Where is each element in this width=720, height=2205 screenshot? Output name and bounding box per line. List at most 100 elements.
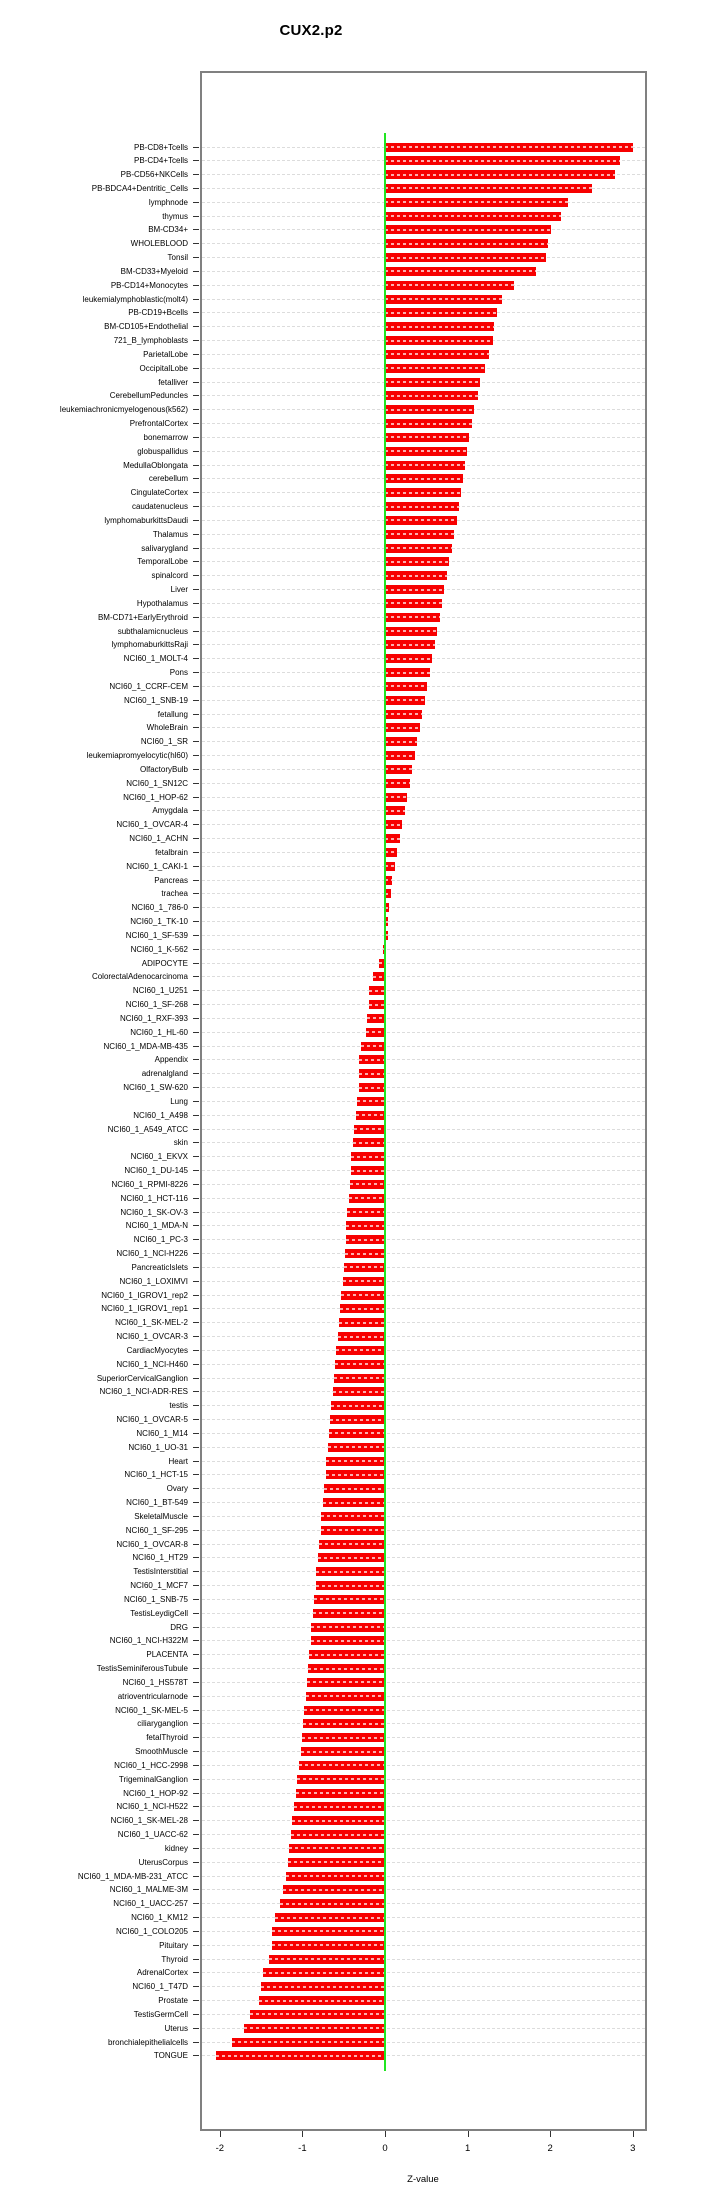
grid-line xyxy=(202,1958,645,1960)
y-tick xyxy=(193,1377,199,1379)
category-label: NCI60_1_KM12 xyxy=(131,1913,188,1923)
bar xyxy=(369,1000,385,1010)
bar xyxy=(299,1760,385,1770)
bar xyxy=(347,1207,385,1217)
y-tick xyxy=(193,1308,199,1310)
category-label: NCI60_1_SK-MEL-2 xyxy=(115,1318,188,1328)
y-tick xyxy=(193,1488,199,1490)
bar xyxy=(262,1968,386,1978)
y-tick xyxy=(193,1142,199,1144)
y-tick xyxy=(193,838,199,840)
category-label: NCI60_1_A498 xyxy=(133,1110,188,1120)
category-label: NCI60_1_SR xyxy=(140,737,188,747)
y-tick xyxy=(193,1834,199,1836)
category-label: cerebellum xyxy=(148,474,188,484)
category-label: NCI60_1_RXF-393 xyxy=(119,1013,188,1023)
bar xyxy=(385,806,405,816)
y-tick xyxy=(193,1004,199,1006)
bar xyxy=(385,419,472,429)
y-tick xyxy=(193,1792,199,1794)
category-label: Hypothalamus xyxy=(136,598,188,608)
category-label: MedullaOblongata xyxy=(123,460,188,470)
y-tick xyxy=(193,312,199,314)
y-tick xyxy=(193,1391,199,1393)
y-tick xyxy=(193,1017,199,1019)
y-tick xyxy=(193,1419,199,1421)
y-tick xyxy=(193,2000,199,2002)
bar xyxy=(343,1262,386,1272)
y-tick xyxy=(193,1571,199,1573)
grid-line xyxy=(202,1017,645,1019)
category-label: NCI60_1_MALME-3M xyxy=(109,1885,188,1895)
y-tick xyxy=(193,367,199,369)
y-tick xyxy=(193,215,199,217)
category-label: NCI60_1_UACC-62 xyxy=(117,1830,188,1840)
grid-line xyxy=(202,1446,645,1448)
y-tick xyxy=(193,990,199,992)
y-tick xyxy=(193,575,199,577)
bar xyxy=(354,1124,385,1134)
category-label: NCI60_1_PC-3 xyxy=(133,1235,188,1245)
y-tick xyxy=(193,1073,199,1075)
bar xyxy=(345,1249,385,1259)
bar xyxy=(385,723,420,733)
category-label: ciliaryganglion xyxy=(137,1719,188,1729)
category-label: 721_B_lymphoblasts xyxy=(113,336,188,346)
category-label: NCI60_1_HS578T xyxy=(122,1677,188,1687)
category-label: NCI60_1_SF-295 xyxy=(125,1525,188,1535)
category-label: Liver xyxy=(170,585,188,595)
category-label: fetallung xyxy=(157,709,188,719)
y-tick xyxy=(193,630,199,632)
bar xyxy=(346,1235,385,1245)
grid-line xyxy=(202,1488,645,1490)
category-label: NCI60_1_BT-549 xyxy=(126,1498,188,1508)
category-label: NCI60_1_SW-620 xyxy=(123,1083,188,1093)
bar xyxy=(338,1318,386,1328)
bar xyxy=(313,1594,386,1604)
category-label: NCI60_1_CCRF-CEM xyxy=(109,681,188,691)
category-label: OccipitalLobe xyxy=(139,363,188,373)
y-tick xyxy=(193,409,199,411)
category-label: NCI60_1_NCI-ADR-RES xyxy=(99,1387,188,1397)
bar xyxy=(332,1387,386,1397)
grid-line xyxy=(202,893,645,895)
bar xyxy=(341,1290,385,1300)
category-label: NCI60_1_NCI-H322M xyxy=(109,1636,188,1646)
bar xyxy=(313,1608,385,1618)
y-tick xyxy=(193,1100,199,1102)
x-tick-label: -2 xyxy=(215,2143,225,2154)
y-tick xyxy=(193,243,199,245)
y-tick xyxy=(193,533,199,535)
y-tick xyxy=(193,1764,199,1766)
grid-line xyxy=(202,1834,645,1836)
category-label: SmoothMuscle xyxy=(135,1747,188,1757)
bar xyxy=(243,2023,386,2033)
grid-line xyxy=(202,1612,645,1614)
y-tick xyxy=(193,602,199,604)
category-label: leukemialymphoblastic(molt4) xyxy=(82,294,188,304)
grid-line xyxy=(202,1709,645,1711)
category-label: NCI60_1_MDA-MB-231_ATCC xyxy=(77,1871,188,1881)
grid-line xyxy=(202,1598,645,1600)
grid-line xyxy=(202,1322,645,1324)
x-tick-label: 1 xyxy=(464,2143,471,2154)
bar xyxy=(325,1470,386,1480)
y-tick xyxy=(193,506,199,508)
category-label: NCI60_1_SNB-19 xyxy=(123,695,188,705)
category-label: PrefrontalCortex xyxy=(129,419,188,429)
bar xyxy=(333,1373,386,1383)
bar xyxy=(358,1055,386,1065)
bar xyxy=(385,460,466,470)
bar xyxy=(385,543,452,553)
y-tick xyxy=(193,1917,199,1919)
category-label: BM-CD33+Myeloid xyxy=(120,266,188,276)
category-label: TestisGermCell xyxy=(133,2009,188,2019)
y-tick xyxy=(193,326,199,328)
y-tick xyxy=(193,658,199,660)
category-label: PLACENTA xyxy=(146,1650,188,1660)
category-label: NCI60_1_MDA-MB-435 xyxy=(103,1041,188,1051)
y-tick xyxy=(193,1239,199,1241)
bar xyxy=(336,1345,385,1355)
grid-line xyxy=(202,1225,645,1227)
grid-line xyxy=(202,1391,645,1393)
